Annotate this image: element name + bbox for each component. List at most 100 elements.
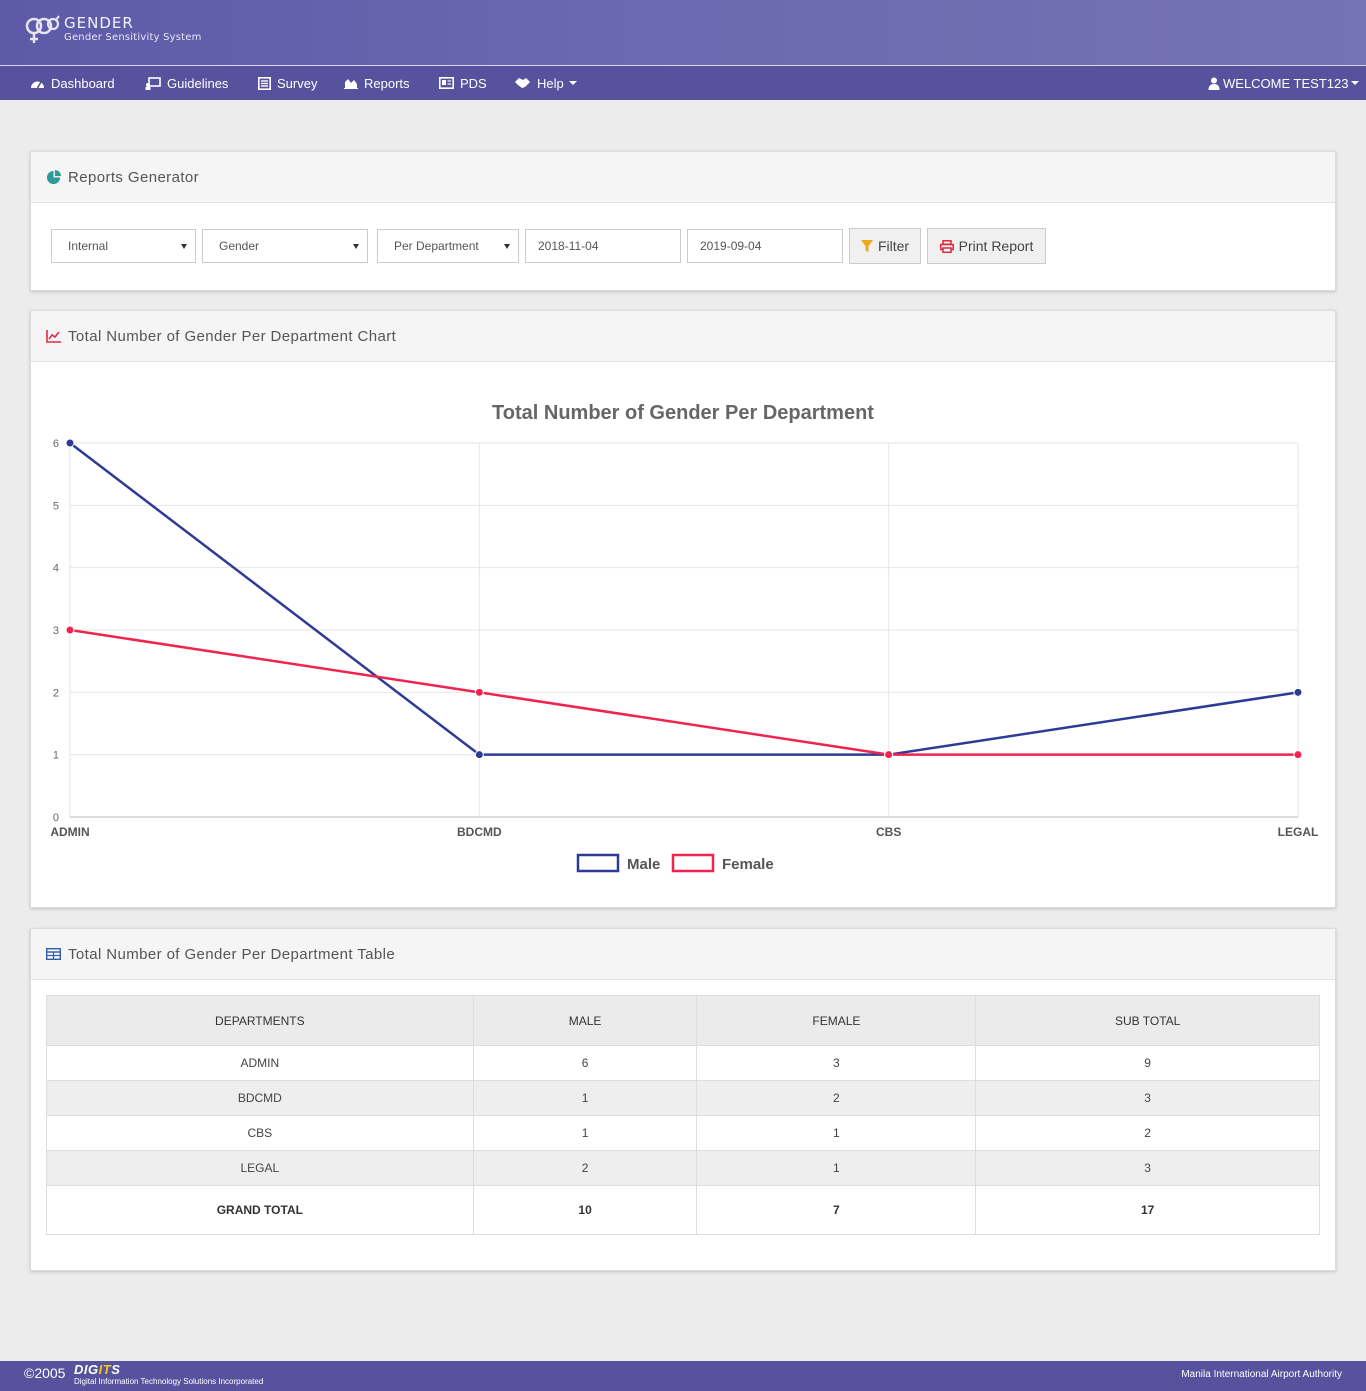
nav-survey[interactable]: Survey [258, 66, 317, 100]
chevron-down-icon [1351, 81, 1360, 85]
x-tick-label: ADMIN [50, 825, 89, 839]
panel-header: Total Number of Gender Per Department Ch… [31, 311, 1335, 362]
gender-department-table: DEPARTMENTS MALE FEMALE SUB TOTAL ADMIN … [46, 995, 1320, 1235]
nav-reports-label: Reports [364, 75, 410, 91]
nav-guidelines[interactable]: Guidelines [145, 66, 228, 100]
x-tick-label: CBS [876, 825, 901, 839]
pie-chart-icon [46, 169, 61, 184]
date-to-value: 2019-09-04 [700, 239, 762, 253]
date-from-input[interactable]: 2018-11-04 [525, 229, 681, 263]
reports-generator-panel: Reports Generator Internal Gender Per De… [30, 151, 1336, 291]
data-point-female[interactable] [65, 625, 75, 635]
panel-header: Reports Generator [31, 152, 1335, 203]
id-card-icon [439, 77, 454, 89]
select-arrow-icon [353, 244, 359, 249]
date-to-input[interactable]: 2019-09-04 [687, 229, 843, 263]
cell-grand-total-subtotal: 17 [975, 1185, 1320, 1235]
chart-legend: Male Female [576, 853, 774, 873]
nav-dashboard[interactable]: Dashboard [30, 66, 115, 100]
table-row: ADMIN 6 3 9 [46, 1045, 1320, 1081]
user-menu[interactable]: WELCOME TEST123 [1208, 66, 1360, 100]
chart-grid [69, 442, 1299, 818]
gender-logo-icon [25, 15, 60, 43]
guidelines-icon [145, 76, 161, 90]
chart-title: Total Number of Gender Per Department [492, 402, 874, 424]
select-arrow-icon [504, 244, 510, 249]
column-header-male: MALE [472, 995, 698, 1046]
nav-guidelines-label: Guidelines [167, 75, 229, 91]
y-tick-label: 2 [53, 687, 59, 699]
cell-female: 1 [696, 1115, 977, 1151]
filter-icon [860, 239, 873, 252]
print-report-button[interactable]: Print Report [927, 228, 1046, 264]
cell-department: BDCMD [46, 1080, 474, 1116]
y-tick-label: 4 [53, 563, 59, 575]
panel-title: Total Number of Gender Per Department Ch… [68, 327, 397, 345]
column-header-female: FEMALE [696, 995, 977, 1046]
cell-male: 2 [472, 1150, 698, 1186]
handshake-icon [515, 78, 530, 88]
y-tick-label: 3 [53, 625, 59, 637]
nav-reports[interactable]: Reports [344, 66, 410, 100]
source-select[interactable]: Internal [51, 229, 196, 263]
nav-help-label: Help [537, 75, 564, 91]
table-icon [46, 948, 61, 960]
footer-client: Manila International Airport Authority [1181, 1369, 1342, 1380]
cell-department: ADMIN [46, 1045, 474, 1081]
category-select[interactable]: Gender [202, 229, 368, 263]
nav-survey-label: Survey [277, 75, 318, 91]
table-row: CBS 1 1 2 [46, 1115, 1320, 1151]
footer-copyright: ©2005 [24, 1365, 66, 1381]
print-button-label: Print Report [958, 238, 1034, 254]
print-icon [939, 239, 954, 253]
table-panel: Total Number of Gender Per Department Ta… [30, 928, 1336, 1271]
data-point-male[interactable] [1293, 687, 1303, 697]
cell-department: CBS [46, 1115, 474, 1151]
table-header-row: DEPARTMENTS MALE FEMALE SUB TOTAL [46, 995, 1320, 1046]
nav-dashboard-label: Dashboard [51, 75, 115, 91]
x-tick-label: LEGAL [1278, 825, 1319, 839]
brand-header: GENDER Gender Sensitivity System [0, 0, 1366, 66]
nav-pds-label: PDS [460, 75, 487, 91]
user-icon [1208, 77, 1220, 90]
cell-grand-total-female: 7 [696, 1185, 977, 1235]
panel-title: Total Number of Gender Per Department Ta… [68, 945, 396, 963]
data-point-female[interactable] [1293, 750, 1303, 760]
data-point-male[interactable] [65, 438, 75, 448]
footer-logo-part: DIG [74, 1362, 99, 1377]
legend-label-male[interactable]: Male [627, 856, 660, 873]
source-select-value: Internal [68, 239, 109, 253]
footer-company-logo: DIGITS [74, 1362, 120, 1377]
cell-grand-total-label: GRAND TOTAL [46, 1185, 474, 1235]
page-footer: ©2005 DIGITS Digital Information Technol… [0, 1361, 1366, 1391]
cell-male: 6 [472, 1045, 698, 1081]
cell-male: 1 [472, 1080, 698, 1116]
legend-label-female[interactable]: Female [722, 856, 774, 873]
gender-line-chart: Total Number of Gender Per Department 0 1… [50, 402, 1319, 873]
chart-series [65, 438, 1303, 760]
dashboard-icon [31, 81, 44, 88]
footer-logo-part: IT [98, 1362, 112, 1377]
nav-pds[interactable]: PDS [439, 66, 487, 100]
data-point-female[interactable] [474, 687, 484, 697]
chart-panel: Total Number of Gender Per Department Ch… [30, 310, 1336, 908]
data-point-female[interactable] [884, 750, 894, 760]
table-row: BDCMD 1 2 3 [46, 1080, 1320, 1116]
user-welcome-label: WELCOME TEST123 [1223, 75, 1349, 91]
filter-button[interactable]: Filter [849, 228, 921, 264]
column-header-departments: DEPARTMENTS [46, 995, 474, 1046]
y-axis-ticks: 0 1 2 3 4 5 6 [53, 438, 59, 824]
cell-subtotal: 9 [975, 1045, 1320, 1081]
footer-company-name: Digital Information Technology Solutions… [74, 1377, 264, 1386]
chevron-down-icon [568, 81, 577, 85]
data-point-male[interactable] [474, 750, 484, 760]
cell-subtotal: 2 [975, 1115, 1320, 1151]
grouping-select[interactable]: Per Department [377, 229, 519, 263]
legend-swatch-female[interactable] [671, 853, 715, 873]
y-tick-label: 0 [53, 812, 59, 824]
series-line-female [69, 628, 1298, 756]
legend-swatch-male[interactable] [576, 853, 620, 873]
cell-female: 1 [696, 1150, 977, 1186]
nav-help-dropdown[interactable]: Help [514, 66, 577, 100]
x-tick-label: BDCMD [457, 825, 502, 839]
